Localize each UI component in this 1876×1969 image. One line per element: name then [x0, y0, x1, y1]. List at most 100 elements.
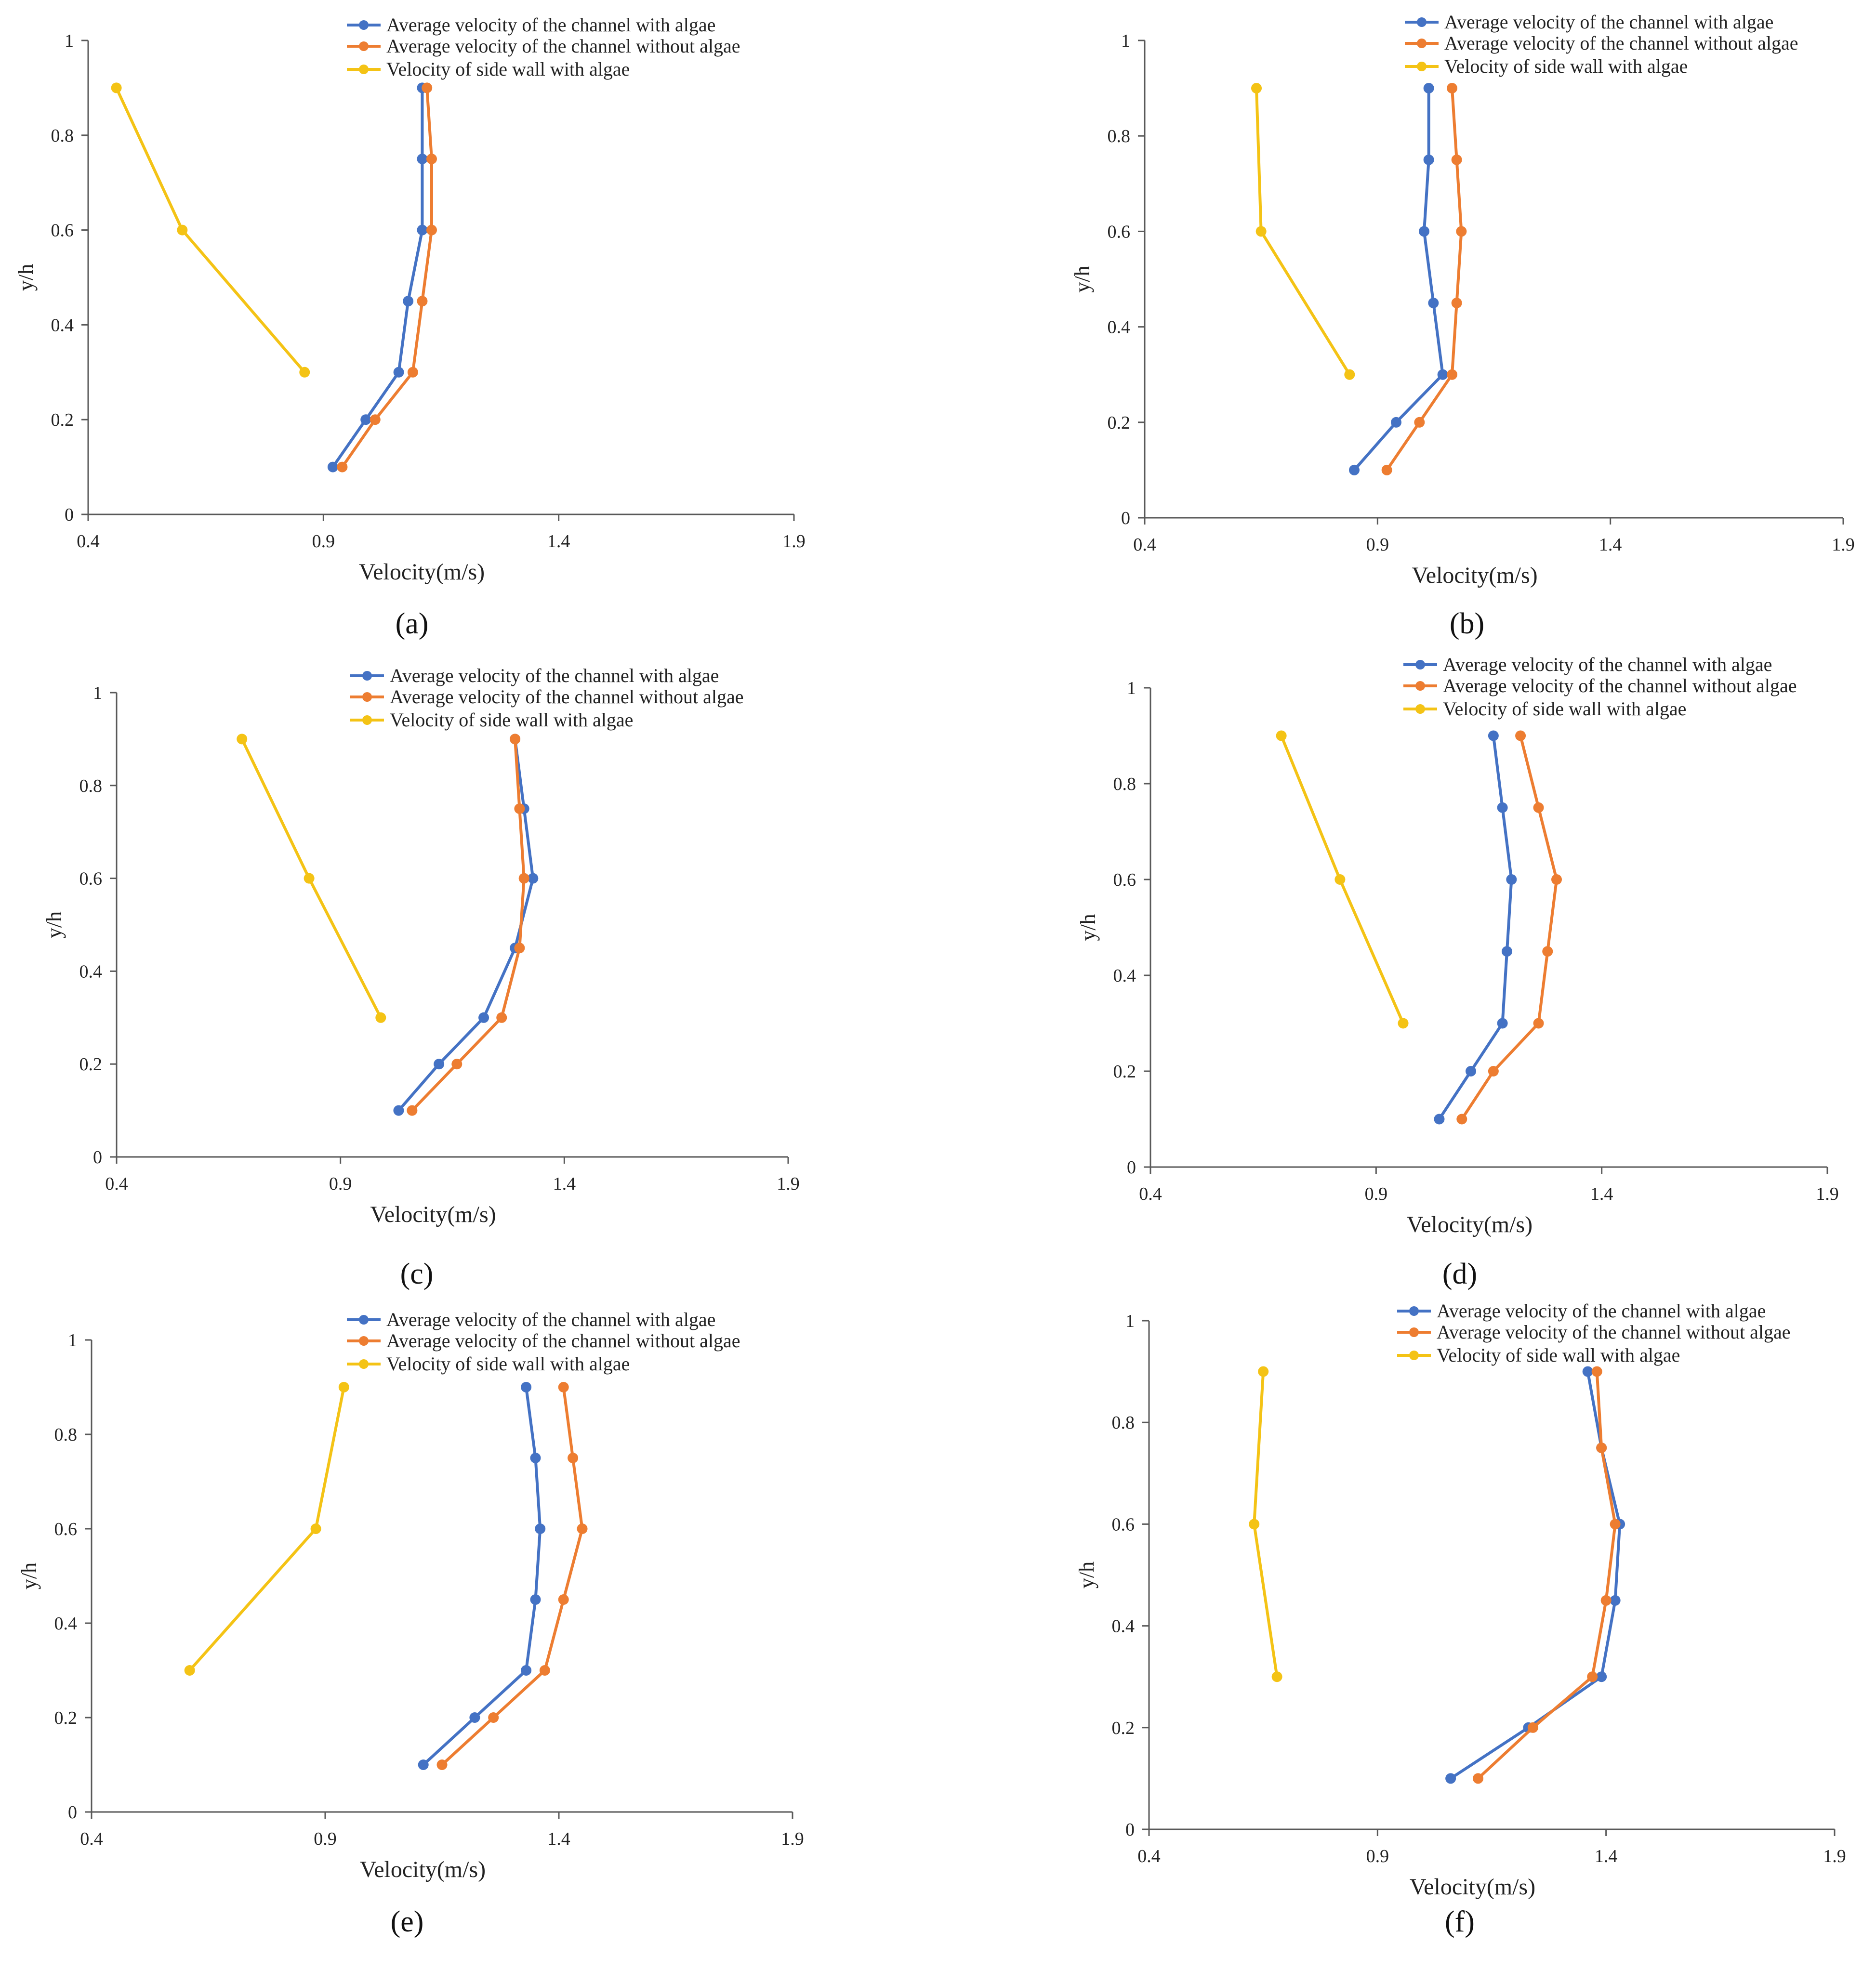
data-point [237, 734, 248, 745]
legend-label: Average velocity of the channel without … [390, 686, 744, 708]
legend-marker [359, 1359, 369, 1369]
data-point [407, 367, 418, 378]
data-point [299, 367, 310, 378]
data-point [1381, 464, 1392, 475]
y-tick-label: 1 [1121, 31, 1130, 51]
y-tick-label: 1 [68, 1330, 77, 1351]
legend-label: Average velocity of the channel with alg… [1443, 654, 1772, 675]
x-tick-label: 0.4 [77, 531, 100, 551]
data-point [393, 1105, 404, 1116]
y-tick-label: 0.6 [1113, 870, 1136, 890]
data-point [1456, 1114, 1467, 1125]
data-point [530, 1594, 541, 1605]
series-line-1 [1353, 87, 1444, 472]
y-tick-label: 0.2 [54, 1708, 78, 1728]
y-tick-label: 0 [1127, 1157, 1136, 1178]
data-point [1423, 83, 1434, 94]
legend-label: Average velocity of the channel without … [1437, 1321, 1791, 1343]
data-point [521, 1382, 532, 1392]
y-tick-label: 0.4 [1108, 317, 1131, 338]
legend-label: Average velocity of the channel with alg… [386, 14, 715, 36]
x-tick-label: 1.9 [777, 1174, 800, 1194]
data-point [1533, 802, 1544, 813]
legend-marker [1417, 62, 1427, 71]
legend-label: Velocity of side wall with algae [390, 709, 633, 731]
y-tick-label: 0 [93, 1147, 102, 1168]
data-point [434, 1059, 445, 1070]
chart-panel-b: 0 0.2 0.4 0.6 0.8 1 0.4 0.9 1.4 1.9 Velocity(m/s) y… [1070, 11, 1855, 640]
data-point [403, 296, 414, 307]
data-point [436, 1759, 448, 1770]
data-point [1344, 369, 1355, 380]
data-point [1488, 1066, 1499, 1076]
data-point [1349, 464, 1360, 475]
legend-label: Average velocity of the channel with alg… [386, 1309, 715, 1330]
data-point [310, 1523, 321, 1534]
panel-label: (b) [1450, 607, 1484, 640]
legend-label: Velocity of side wall with algae [386, 58, 630, 80]
y-axis-label: y/h [14, 264, 38, 291]
legend-marker [359, 20, 369, 30]
y-tick-label: 0.2 [51, 410, 74, 430]
x-tick-label: 1.4 [547, 1829, 570, 1849]
legend-marker [362, 715, 372, 725]
x-tick-label: 1.9 [781, 1829, 804, 1849]
data-point [514, 803, 525, 814]
data-point [417, 224, 428, 236]
y-tick-label: 0.6 [1108, 222, 1131, 242]
legend-label: Velocity of side wall with algae [386, 1353, 630, 1375]
data-point [558, 1382, 569, 1392]
data-point [469, 1712, 480, 1723]
data-point [518, 873, 529, 884]
y-axis-label: y/h [1070, 265, 1094, 292]
data-point [337, 461, 348, 473]
legend-marker [359, 1336, 369, 1346]
legend-label: Velocity of side wall with algae [1437, 1344, 1680, 1366]
series-line-3 [115, 86, 306, 374]
legend-marker [362, 692, 372, 702]
legend-marker [1415, 681, 1425, 691]
y-tick-label: 0.2 [1112, 1718, 1135, 1738]
data-point [327, 461, 338, 473]
legend-label: Velocity of side wall with algae [1444, 55, 1688, 77]
y-axis-label: y/h [1075, 1562, 1098, 1588]
data-point [1249, 1519, 1260, 1530]
legend-label: Average velocity of the channel without … [1444, 32, 1798, 54]
y-tick-label: 0.6 [79, 869, 103, 889]
legend-marker [1415, 660, 1425, 669]
y-tick-label: 0.6 [51, 221, 74, 241]
y-tick-label: 0 [65, 505, 74, 525]
y-tick-label: 0 [68, 1802, 77, 1823]
x-axis-label: Velocity(m/s) [1407, 1212, 1533, 1237]
data-point [1610, 1519, 1621, 1530]
data-point [1591, 1366, 1602, 1377]
x-tick-label: 0.4 [105, 1174, 128, 1194]
y-tick-label: 1 [93, 683, 102, 703]
panel-label: (e) [391, 1905, 424, 1938]
legend-marker [1409, 1327, 1419, 1337]
y-tick-label: 0.6 [1112, 1514, 1135, 1535]
y-tick-label: 0.8 [51, 126, 74, 146]
series-line-2 [1477, 1370, 1617, 1780]
panel-label: (c) [400, 1258, 434, 1290]
data-point [521, 1665, 532, 1676]
data-point [514, 943, 525, 954]
x-tick-label: 1.9 [782, 531, 806, 551]
data-point [1258, 1366, 1269, 1377]
data-point [1506, 874, 1517, 885]
data-point [1423, 154, 1434, 165]
data-point [1445, 1773, 1456, 1784]
y-tick-label: 0.6 [54, 1519, 78, 1539]
data-point [577, 1523, 588, 1534]
data-point [1391, 417, 1401, 428]
series-line-2 [440, 1386, 584, 1766]
series-line-2 [410, 737, 526, 1112]
y-tick-label: 0.4 [54, 1614, 78, 1634]
x-axis-label: Velocity(m/s) [360, 1857, 486, 1882]
data-point [1515, 730, 1526, 741]
y-tick-label: 0.2 [1113, 1062, 1136, 1082]
data-point [1600, 1595, 1612, 1606]
data-point [417, 154, 428, 164]
data-point [1434, 1114, 1445, 1125]
